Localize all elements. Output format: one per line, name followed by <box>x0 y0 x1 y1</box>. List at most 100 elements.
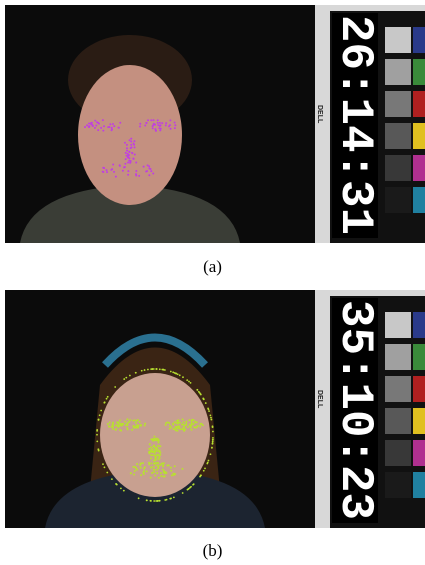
landmark <box>191 420 193 422</box>
landmark <box>141 370 143 372</box>
landmark <box>212 426 214 428</box>
landmark <box>134 466 136 468</box>
landmark <box>111 426 113 428</box>
landmark <box>131 152 133 154</box>
landmark <box>155 462 157 464</box>
landmark <box>153 500 155 502</box>
landmark <box>176 420 178 422</box>
landmark <box>112 428 114 430</box>
landmark <box>160 475 162 477</box>
color-patch <box>413 187 425 213</box>
landmark <box>164 369 166 371</box>
landmark <box>108 425 110 427</box>
landmark <box>194 422 196 424</box>
landmark <box>181 468 183 470</box>
color-patch <box>385 187 411 213</box>
landmark <box>126 147 128 149</box>
landmark <box>166 499 168 501</box>
landmark <box>127 174 129 176</box>
landmark <box>166 465 168 467</box>
landmark <box>164 472 166 474</box>
landmark <box>174 124 176 126</box>
landmark <box>134 419 136 421</box>
landmark <box>134 153 136 155</box>
landmark <box>96 440 98 442</box>
landmark <box>148 463 150 465</box>
color-patch <box>385 408 411 434</box>
landmark <box>140 425 142 427</box>
color-patch <box>413 408 425 434</box>
landmark <box>165 422 167 424</box>
landmark <box>199 425 201 427</box>
landmark <box>107 396 109 398</box>
landmark <box>187 426 189 428</box>
landmark <box>160 124 162 126</box>
landmark <box>174 127 176 129</box>
landmark <box>100 410 102 412</box>
color-patch <box>385 155 411 181</box>
photo: 26:14:31DELL <box>5 5 425 243</box>
landmark <box>114 386 116 388</box>
landmark <box>212 441 214 443</box>
color-patch <box>413 123 425 149</box>
landmark <box>131 429 133 431</box>
landmark <box>158 455 160 457</box>
landmark <box>126 144 128 146</box>
landmark <box>144 425 146 427</box>
landmark <box>150 438 152 440</box>
landmark <box>125 158 127 160</box>
landmark <box>115 483 117 485</box>
landmark <box>112 164 114 166</box>
landmark <box>147 164 149 166</box>
landmark <box>207 462 209 464</box>
landmark <box>88 122 90 124</box>
landmark <box>107 423 109 425</box>
landmark <box>157 442 159 444</box>
landmark <box>159 368 161 370</box>
landmark <box>124 142 126 144</box>
landmark <box>126 155 128 157</box>
landmark <box>106 398 108 400</box>
landmark <box>190 382 192 384</box>
landmark <box>140 474 142 476</box>
landmark <box>171 474 173 476</box>
landmark <box>212 431 214 433</box>
color-patch <box>385 376 411 402</box>
landmark <box>135 422 137 424</box>
landmark <box>182 418 184 420</box>
landmark <box>88 125 90 127</box>
landmark <box>104 401 106 403</box>
landmark <box>135 372 137 374</box>
landmark <box>182 376 184 378</box>
landmark <box>147 119 149 121</box>
landmark <box>146 499 148 501</box>
landmark <box>153 436 155 438</box>
landmark <box>155 368 157 370</box>
landmark <box>119 419 121 421</box>
color-patch <box>413 472 425 498</box>
landmark <box>150 446 152 448</box>
landmark <box>107 126 109 128</box>
landmark <box>148 448 150 450</box>
landmark <box>157 458 159 460</box>
landmark <box>175 373 177 375</box>
landmark <box>129 419 131 421</box>
landmark <box>151 448 153 450</box>
landmark <box>150 457 152 459</box>
landmark <box>102 463 104 465</box>
landmark <box>172 371 174 373</box>
landmark <box>174 473 176 475</box>
landmark <box>135 170 137 172</box>
landmark <box>188 381 190 383</box>
landmark <box>156 472 158 474</box>
landmark <box>184 428 186 430</box>
landmark <box>151 451 153 453</box>
landmark <box>103 125 105 127</box>
landmark <box>138 175 140 177</box>
landmark <box>188 419 190 421</box>
landmark <box>109 422 111 424</box>
landmark <box>122 423 124 425</box>
landmark <box>169 119 171 121</box>
landmark <box>139 126 141 128</box>
landmark <box>132 420 134 422</box>
